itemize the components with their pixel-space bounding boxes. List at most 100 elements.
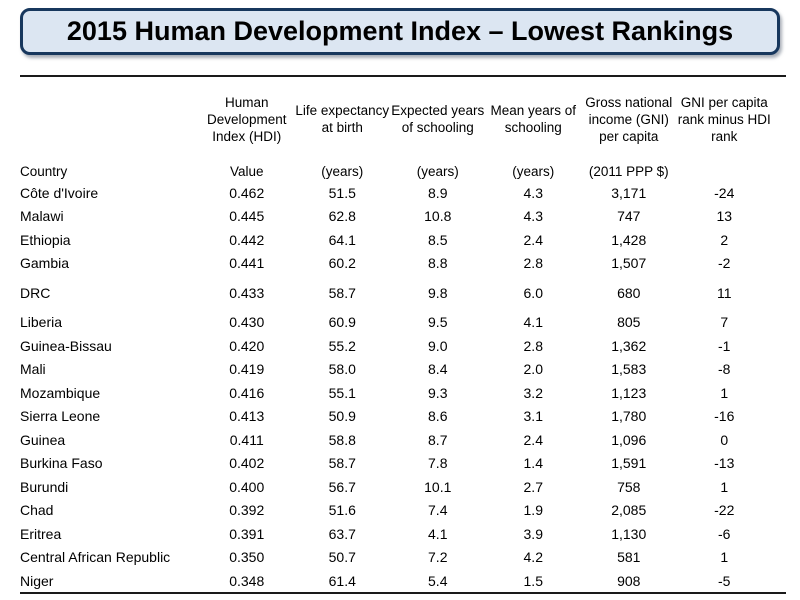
value-cell-mean-years-schooling: 2.7 — [523, 478, 543, 495]
table-row: Niger 0.348 61.4 5.4 1.5 908 -5 — [20, 569, 786, 593]
value-cell-life-expectancy: 58.7 — [328, 284, 356, 301]
page-title: 2015 Human Development Index – Lowest Ra… — [66, 16, 734, 46]
hdi-table: Human Development Index (HDI) Life expectan… — [20, 90, 786, 593]
value-cell-mean-years-schooling: 4.3 — [523, 184, 543, 201]
value-cell-expected-years-schooling: 8.6 — [428, 408, 448, 425]
value-cell-hdi-value: 0.420 — [229, 337, 265, 354]
value-cell-gni-rank-minus-hdi-rank: 1 — [720, 549, 729, 566]
country-cell: Chad — [20, 502, 54, 519]
value-cell-gni-per-capita: 1,780 — [611, 408, 647, 425]
value-cell-gni-rank-minus-hdi-rank: -5 — [718, 572, 731, 589]
value-cell-hdi-value: 0.413 — [229, 408, 265, 425]
value-cell-gni-per-capita: 581 — [617, 549, 641, 566]
value-cell-expected-years-schooling: 7.8 — [428, 455, 448, 472]
value-cell-gni-rank-minus-hdi-rank: 0 — [720, 431, 729, 448]
value-cell-gni-rank-minus-hdi-rank: 13 — [716, 208, 733, 225]
value-cell-gni-per-capita: 680 — [617, 284, 641, 301]
value-cell-gni-rank-minus-hdi-rank: 7 — [720, 314, 729, 331]
value-cell-life-expectancy: 58.0 — [328, 361, 356, 378]
column-header-line: per capita — [599, 128, 659, 144]
value-cell-mean-years-schooling: 2.4 — [523, 431, 543, 448]
column-header-line: rank minus HDI — [677, 111, 771, 127]
country-cell: Ethiopia — [20, 231, 71, 248]
value-cell-gni-per-capita: 2,085 — [611, 502, 647, 519]
table-row: Sierra Leone 0.413 50.9 8.6 3.1 1,780 -16 — [20, 405, 786, 429]
value-cell-mean-years-schooling: 1.5 — [523, 572, 543, 589]
column-header-line: schooling — [504, 120, 562, 135]
value-cell-life-expectancy: 60.9 — [328, 314, 356, 331]
country-cell: DRC — [20, 284, 51, 301]
value-cell-hdi-value: 0.348 — [229, 572, 265, 589]
column-header-line: Development — [206, 111, 287, 127]
value-cell-gni-rank-minus-hdi-rank: -8 — [718, 361, 731, 378]
value-cell-hdi-value: 0.441 — [229, 255, 265, 272]
value-cell-expected-years-schooling: 10.1 — [424, 478, 452, 495]
value-cell-gni-rank-minus-hdi-rank: -22 — [714, 502, 735, 519]
value-cell-gni-per-capita: 1,096 — [611, 431, 647, 448]
column-header-mean-years-schooling: Mean years of schooling — [486, 102, 582, 136]
table-row: Mozambique 0.416 55.1 9.3 3.2 1,123 1 — [20, 381, 786, 405]
value-cell-expected-years-schooling: 9.3 — [428, 384, 448, 401]
value-cell-life-expectancy: 50.9 — [328, 408, 356, 425]
column-subheader-hdi-value: Value — [229, 163, 264, 179]
value-cell-life-expectancy: 63.7 — [328, 525, 356, 542]
country-cell: Côte d'Ivoire — [20, 184, 99, 201]
column-header-expected-years-schooling: Expected years of schooling — [390, 102, 486, 136]
value-cell-gni-per-capita: 805 — [617, 314, 641, 331]
value-cell-hdi-value: 0.433 — [229, 284, 265, 301]
value-cell-mean-years-schooling: 1.4 — [523, 455, 543, 472]
country-cell: Mali — [20, 361, 46, 378]
country-cell: Eritrea — [20, 525, 62, 542]
value-cell-gni-per-capita: 1,428 — [611, 231, 647, 248]
value-cell-mean-years-schooling: 4.3 — [523, 208, 543, 225]
top-divider — [20, 75, 786, 77]
value-cell-life-expectancy: 62.8 — [328, 208, 356, 225]
column-header-line: at birth — [321, 120, 363, 135]
value-cell-hdi-value: 0.442 — [229, 231, 265, 248]
country-cell: Guinea-Bissau — [20, 337, 112, 354]
value-cell-expected-years-schooling: 10.8 — [424, 208, 452, 225]
value-cell-gni-per-capita: 1,583 — [611, 361, 647, 378]
value-cell-expected-years-schooling: 7.2 — [428, 549, 448, 566]
table-row: Eritrea 0.391 63.7 4.1 3.9 1,130 -6 — [20, 522, 786, 546]
value-cell-mean-years-schooling: 2.4 — [523, 231, 543, 248]
value-cell-hdi-value: 0.430 — [229, 314, 265, 331]
value-cell-life-expectancy: 55.2 — [328, 337, 356, 354]
column-header-line: Human — [224, 94, 269, 110]
column-header-line: Gross national — [585, 94, 673, 110]
value-cell-expected-years-schooling: 9.5 — [428, 314, 448, 331]
value-cell-expected-years-schooling: 8.5 — [428, 231, 448, 248]
table-header-row: Human Development Index (HDI) Life expectan… — [20, 90, 786, 148]
value-cell-hdi-value: 0.391 — [229, 525, 265, 542]
value-cell-hdi-value: 0.416 — [229, 384, 265, 401]
value-cell-expected-years-schooling: 9.8 — [428, 284, 448, 301]
bottom-divider — [20, 592, 786, 594]
value-cell-hdi-value: 0.462 — [229, 184, 265, 201]
value-cell-life-expectancy: 60.2 — [328, 255, 356, 272]
value-cell-gni-rank-minus-hdi-rank: 1 — [720, 478, 729, 495]
column-header-line: Expected years — [391, 103, 485, 118]
value-cell-gni-per-capita: 908 — [617, 572, 641, 589]
value-cell-life-expectancy: 64.1 — [328, 231, 356, 248]
value-cell-mean-years-schooling: 3.2 — [523, 384, 543, 401]
value-cell-life-expectancy: 58.8 — [328, 431, 356, 448]
country-cell: Malawi — [20, 208, 64, 225]
value-cell-mean-years-schooling: 4.2 — [523, 549, 543, 566]
value-cell-expected-years-schooling: 8.9 — [428, 184, 448, 201]
table-row: Guinea 0.411 58.8 8.7 2.4 1,096 0 — [20, 428, 786, 452]
table-row: Liberia 0.430 60.9 9.5 4.1 805 7 — [20, 311, 786, 335]
table-row: Guinea-Bissau 0.420 55.2 9.0 2.8 1,362 -1 — [20, 334, 786, 358]
value-cell-gni-rank-minus-hdi-rank: -2 — [718, 255, 731, 272]
table-row: Côte d'Ivoire 0.462 51.5 8.9 4.3 3,171 -24 — [20, 181, 786, 205]
value-cell-mean-years-schooling: 2.0 — [523, 361, 543, 378]
country-cell: Burkina Faso — [20, 455, 103, 472]
value-cell-expected-years-schooling: 4.1 — [428, 525, 448, 542]
country-cell: Liberia — [20, 314, 63, 331]
value-cell-expected-years-schooling: 9.0 — [428, 337, 448, 354]
column-subheader-life-expectancy: (years) — [321, 163, 364, 179]
column-subheader-mean-years-schooling: (years) — [512, 163, 555, 179]
country-cell: Burundi — [20, 478, 69, 495]
country-cell: Mozambique — [20, 384, 101, 401]
table-row: DRC 0.433 58.7 9.8 6.0 680 11 — [20, 281, 786, 305]
